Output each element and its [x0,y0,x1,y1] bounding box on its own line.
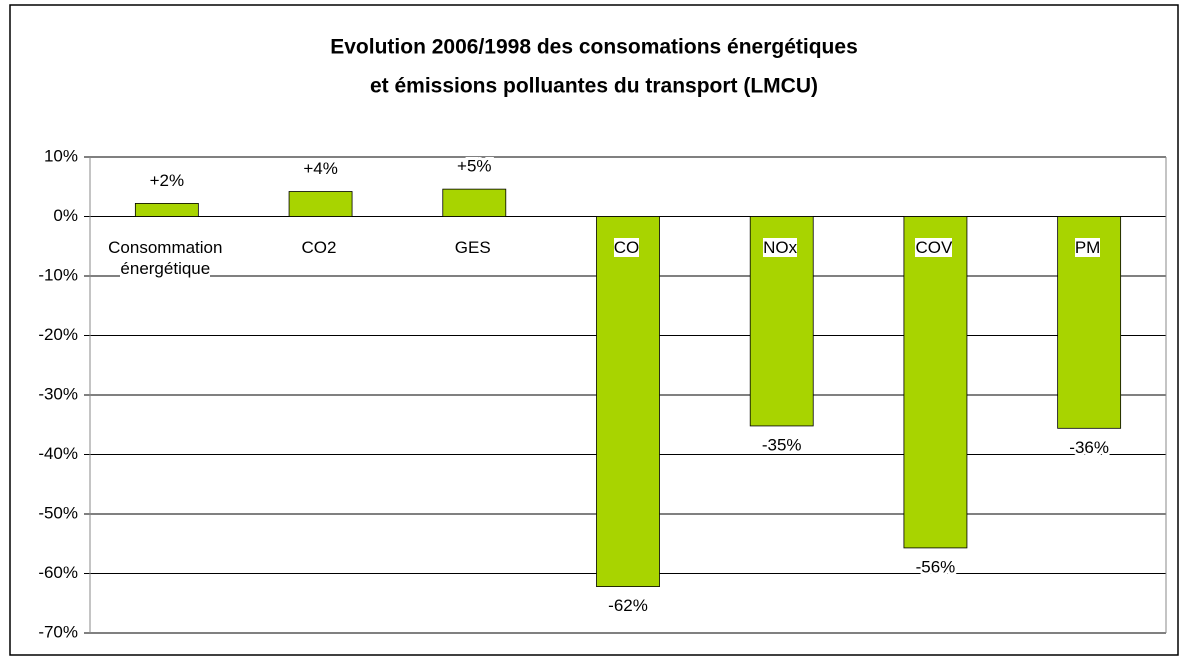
data-label: -36% [1069,438,1109,457]
y-tick-label: -10% [38,265,78,284]
data-label: +4% [303,159,338,178]
y-tick-label: -40% [38,444,78,463]
data-label: +2% [150,171,185,190]
x-tick-label-box: CO2 [244,237,395,258]
x-tick-label-box: Consommation énergétique [90,237,241,279]
x-tick-label: NOx [763,237,798,257]
y-tick-label: 10% [44,146,78,165]
x-tick-label: PM [1074,237,1101,257]
y-tick-label: -70% [38,622,78,641]
x-tick-label: CO [613,237,640,257]
chart-title: et émissions polluantes du transport (LM… [370,75,818,98]
bar [903,216,968,549]
y-tick-label: -60% [38,563,78,582]
x-tick-label-box: NOx [705,237,856,258]
x-tick-label-box: CO [551,237,702,258]
bar [288,191,353,217]
x-tick-label-box: PM [1012,237,1163,258]
bar [596,216,660,587]
x-tick-label-box: GES [397,237,548,258]
y-tick-label: 0% [53,206,78,225]
data-label: +5% [457,157,492,176]
x-tick-label: CO2 [301,237,337,257]
chart-border [9,4,1179,656]
y-tick-label: -50% [38,503,78,522]
y-tick-label: -20% [38,325,78,344]
x-tick-label: GES [454,237,491,257]
chart-title: Evolution 2006/1998 des consomations éne… [330,36,858,59]
x-tick-label: COV [915,237,953,257]
y-tick-label: -30% [38,384,78,403]
data-label: -35% [762,435,802,454]
data-label: -62% [608,596,648,615]
x-tick-label-box: COV [859,237,1010,258]
bar [442,188,507,217]
data-label: -56% [916,557,956,576]
x-tick-label: Consommation énergétique [108,237,223,278]
bar [134,203,199,217]
